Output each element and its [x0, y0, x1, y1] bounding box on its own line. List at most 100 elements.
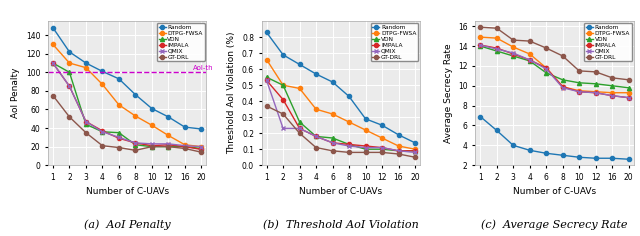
IMPALA: [296, 127, 303, 130]
Y-axis label: AoI Penalty: AoI Penalty: [12, 68, 20, 118]
DTPG-FWSA: [263, 58, 271, 61]
VDN: [625, 86, 632, 89]
QMIX: [132, 142, 140, 144]
Random: [99, 70, 106, 73]
GT-DRL: [49, 94, 57, 97]
GT-DRL: [395, 153, 403, 156]
Random: [575, 156, 583, 159]
DTPG-FWSA: [99, 83, 106, 86]
DTPG-FWSA: [279, 84, 287, 87]
IMPALA: [625, 96, 632, 99]
Random: [411, 141, 419, 144]
GT-DRL: [411, 156, 419, 159]
Legend: Random, DTPG-FWSA, VDN, IMPALA, QMIX, GT-DRL: Random, DTPG-FWSA, VDN, IMPALA, QMIX, GT…: [371, 23, 418, 61]
GT-DRL: [148, 145, 156, 148]
Random: [609, 157, 616, 160]
Random: [378, 124, 386, 127]
QMIX: [526, 59, 534, 61]
Line: VDN: VDN: [51, 61, 204, 151]
GT-DRL: [509, 39, 517, 42]
IMPALA: [82, 120, 90, 123]
GT-DRL: [362, 151, 369, 154]
DTPG-FWSA: [82, 66, 90, 69]
VDN: [362, 148, 369, 151]
VDN: [345, 143, 353, 146]
Random: [181, 126, 189, 129]
IMPALA: [148, 144, 156, 147]
IMPALA: [279, 98, 287, 101]
Random: [509, 144, 517, 147]
DTPG-FWSA: [115, 103, 123, 106]
VDN: [132, 143, 140, 146]
GT-DRL: [132, 149, 140, 152]
IMPALA: [542, 67, 550, 69]
GT-DRL: [99, 144, 106, 147]
Line: GT-DRL: GT-DRL: [264, 104, 417, 159]
IMPALA: [181, 145, 189, 148]
QMIX: [312, 135, 320, 138]
QMIX: [65, 85, 73, 88]
DTPG-FWSA: [526, 53, 534, 55]
Line: GT-DRL: GT-DRL: [51, 93, 204, 154]
QMIX: [592, 91, 600, 94]
VDN: [65, 71, 73, 74]
VDN: [312, 135, 320, 138]
QMIX: [99, 130, 106, 133]
VDN: [82, 123, 90, 126]
GT-DRL: [296, 132, 303, 135]
DTPG-FWSA: [395, 145, 403, 148]
DTPG-FWSA: [198, 145, 205, 148]
QMIX: [378, 146, 386, 149]
IMPALA: [476, 44, 484, 46]
GT-DRL: [345, 151, 353, 154]
Random: [49, 26, 57, 29]
QMIX: [148, 142, 156, 145]
DTPG-FWSA: [609, 91, 616, 94]
VDN: [476, 45, 484, 47]
DTPG-FWSA: [329, 113, 337, 115]
Text: (b)  Threshold AoI Violation: (b) Threshold AoI Violation: [263, 220, 419, 230]
DTPG-FWSA: [181, 143, 189, 146]
GT-DRL: [198, 151, 205, 154]
DTPG-FWSA: [49, 43, 57, 46]
IMPALA: [411, 149, 419, 152]
Line: DTPG-FWSA: DTPG-FWSA: [51, 42, 204, 149]
DTPG-FWSA: [65, 62, 73, 64]
Random: [493, 129, 500, 132]
IMPALA: [526, 59, 534, 61]
GT-DRL: [181, 147, 189, 150]
Random: [345, 95, 353, 98]
IMPALA: [592, 91, 600, 94]
DTPG-FWSA: [378, 137, 386, 139]
DTPG-FWSA: [542, 67, 550, 69]
QMIX: [82, 120, 90, 123]
Y-axis label: Average Secrecy Rate: Average Secrecy Rate: [444, 43, 452, 143]
IMPALA: [378, 146, 386, 149]
DTPG-FWSA: [164, 134, 172, 137]
QMIX: [559, 86, 566, 89]
VDN: [49, 62, 57, 64]
VDN: [509, 55, 517, 57]
Random: [115, 77, 123, 80]
DTPG-FWSA: [312, 108, 320, 111]
QMIX: [181, 144, 189, 147]
Legend: Random, DTPG-FWSA, VDN, IMPALA, QMIX, GT-DRL: Random, DTPG-FWSA, VDN, IMPALA, QMIX, GT…: [584, 23, 632, 61]
QMIX: [164, 142, 172, 145]
Line: VDN: VDN: [264, 75, 417, 153]
VDN: [115, 131, 123, 134]
Y-axis label: Threshold AoI Violation (%): Threshold AoI Violation (%): [227, 32, 236, 155]
VDN: [148, 145, 156, 148]
DTPG-FWSA: [592, 90, 600, 93]
VDN: [542, 72, 550, 74]
DTPG-FWSA: [493, 37, 500, 40]
Text: AoI-th: AoI-th: [193, 64, 214, 71]
VDN: [164, 145, 172, 148]
Line: IMPALA: IMPALA: [478, 43, 631, 100]
IMPALA: [263, 79, 271, 82]
Line: QMIX: QMIX: [264, 78, 417, 155]
QMIX: [263, 79, 271, 82]
Random: [82, 62, 90, 64]
GT-DRL: [82, 131, 90, 134]
Random: [329, 81, 337, 84]
X-axis label: Number of C-UAVs: Number of C-UAVs: [513, 187, 596, 196]
